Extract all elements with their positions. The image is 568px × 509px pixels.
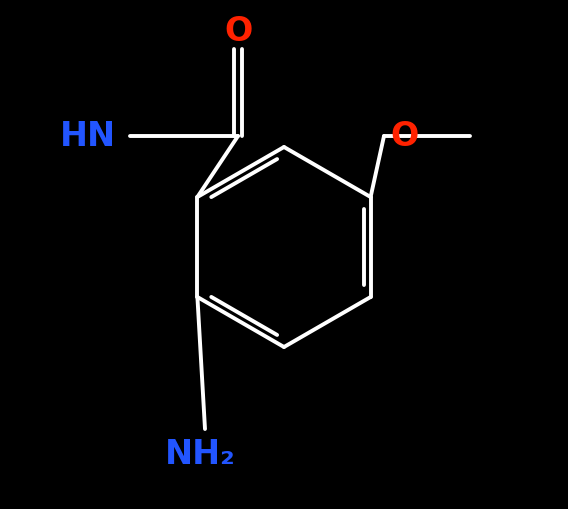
Text: NH₂: NH₂ xyxy=(165,438,235,470)
Text: HN: HN xyxy=(60,120,116,153)
Text: O: O xyxy=(224,14,252,47)
Text: O: O xyxy=(391,120,419,153)
